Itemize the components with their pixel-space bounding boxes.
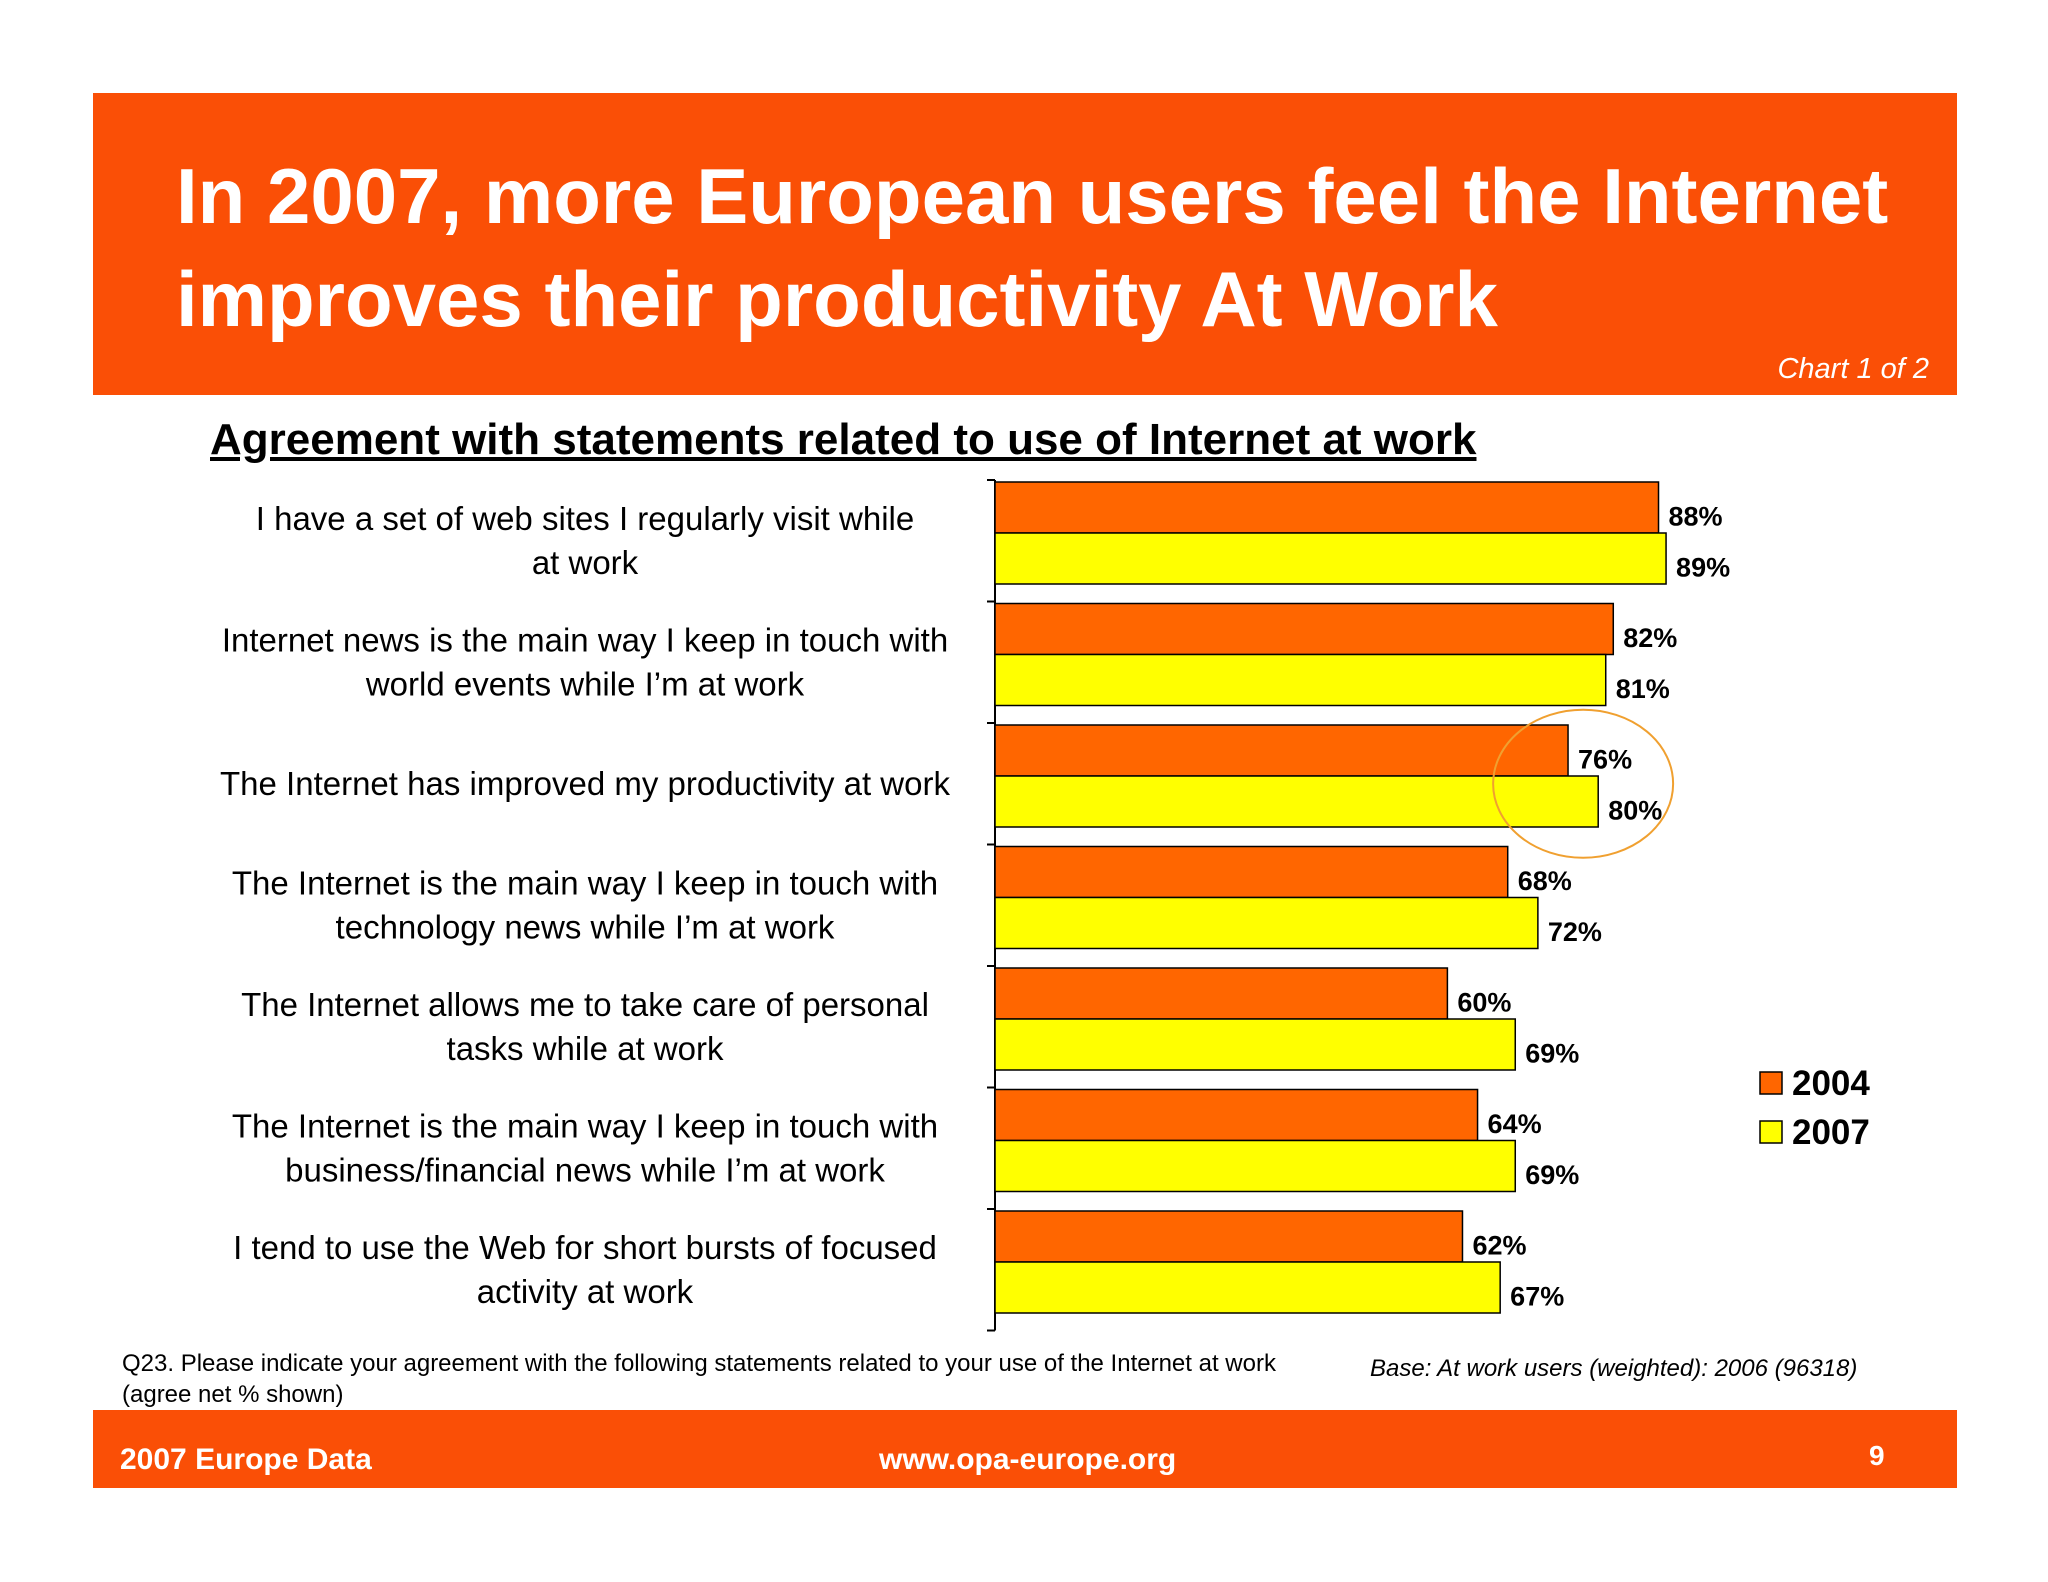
bar-2004 bbox=[994, 845, 1509, 899]
bar-2004 bbox=[994, 1088, 1479, 1142]
value-label: 69% bbox=[1525, 1160, 1579, 1190]
bar-2004 bbox=[994, 724, 1569, 777]
value-label: 88% bbox=[1669, 502, 1723, 532]
bar-2004 bbox=[994, 1210, 1464, 1263]
bar-2007 bbox=[994, 532, 1667, 585]
value-label: 89% bbox=[1676, 553, 1730, 583]
value-label: 76% bbox=[1578, 745, 1632, 775]
bar-2007 bbox=[994, 896, 1539, 950]
page-title: In 2007, more European users feel the In… bbox=[176, 152, 1889, 343]
category-label: The Internet allows me to take care of p… bbox=[241, 986, 929, 1067]
footer-website: www.opa-europe.org bbox=[879, 1443, 1177, 1476]
value-label: 62% bbox=[1472, 1231, 1526, 1261]
header-band: In 2007, more European users feel the In… bbox=[93, 93, 1957, 395]
value-label: 82% bbox=[1623, 623, 1677, 653]
highlight-circle bbox=[1492, 708, 1675, 859]
bar-2007 bbox=[994, 1018, 1517, 1071]
category-label: The Internet is the main way I keep in t… bbox=[232, 1107, 938, 1188]
bar-2007 bbox=[994, 1139, 1517, 1193]
bar-2007 bbox=[994, 653, 1607, 707]
chart-counter: Chart 1 of 2 bbox=[1777, 353, 1929, 385]
legend-label-2007: 2007 bbox=[1792, 1113, 1870, 1152]
value-label: 80% bbox=[1608, 796, 1662, 826]
value-label: 60% bbox=[1457, 988, 1511, 1018]
value-label: 64% bbox=[1488, 1109, 1542, 1139]
value-label: 67% bbox=[1510, 1282, 1564, 1312]
value-label: 69% bbox=[1525, 1039, 1579, 1069]
value-label: 81% bbox=[1616, 674, 1670, 704]
category-label: The Internet has improved my productivit… bbox=[220, 765, 950, 802]
footer-band: 2007 Europe Data www.opa-europe.org 9 bbox=[93, 1410, 1957, 1488]
category-label: I tend to use the Web for short bursts o… bbox=[233, 1229, 937, 1310]
category-label: I have a set of web sites I regularly vi… bbox=[256, 500, 914, 581]
bar-2004 bbox=[994, 967, 1449, 1020]
value-label: 68% bbox=[1518, 866, 1572, 896]
bar-2004 bbox=[994, 602, 1615, 656]
base-footnote: Base: At work users (weighted): 2006 (96… bbox=[1370, 1355, 1858, 1382]
page-number: 9 bbox=[1869, 1440, 1885, 1471]
bar-2007 bbox=[994, 1261, 1501, 1314]
category-label: Internet news is the main way I keep in … bbox=[222, 621, 948, 702]
bar-2007 bbox=[994, 775, 1599, 828]
bar-chart: I have a set of web sites I regularly vi… bbox=[220, 479, 1870, 1332]
question-footnote: Q23. Please indicate your agreement with… bbox=[122, 1350, 1276, 1408]
value-label: 72% bbox=[1548, 917, 1602, 947]
chart-title: Agreement with statements related to use… bbox=[210, 415, 1477, 464]
legend-swatch-2004 bbox=[1759, 1071, 1783, 1095]
legend-label-2004: 2004 bbox=[1792, 1064, 1870, 1103]
bar-2004 bbox=[994, 481, 1660, 534]
legend-swatch-2007 bbox=[1759, 1120, 1783, 1144]
footer-source: 2007 Europe Data bbox=[120, 1443, 372, 1476]
category-label: The Internet is the main way I keep in t… bbox=[232, 864, 938, 945]
